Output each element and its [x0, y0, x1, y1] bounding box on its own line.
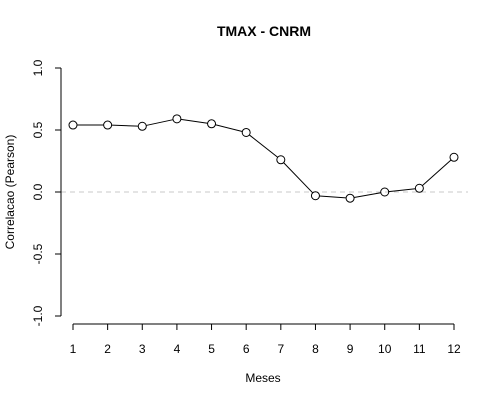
x-tick-label: 2: [104, 342, 111, 356]
series-layer: [68, 114, 459, 203]
data-point: [207, 119, 217, 129]
series-line-segment: [146, 119, 174, 126]
data-point: [380, 187, 390, 197]
y-tick-label: -1.0: [31, 305, 45, 326]
series-line-segment: [215, 124, 243, 132]
y-tick-label: -0.5: [31, 243, 45, 264]
x-tick-label: 3: [139, 342, 146, 356]
series-line-segment: [319, 195, 347, 199]
data-point: [172, 114, 182, 124]
data-point: [276, 155, 286, 165]
y-tick-label: 0.0: [31, 183, 45, 200]
x-tick-label: 9: [347, 342, 354, 356]
series-line-segment: [388, 188, 416, 193]
series-line-segment: [111, 124, 139, 127]
x-axis-label: Meses: [245, 371, 280, 385]
data-point: [103, 120, 113, 130]
chart-title: TMAX - CNRM: [217, 23, 311, 39]
series-line-segment: [353, 192, 381, 198]
x-tick-label: 8: [312, 342, 319, 356]
y-tick-label: 0.5: [31, 121, 45, 138]
series-line-segment: [249, 134, 278, 158]
data-point: [310, 191, 320, 201]
axes: 1 2 3 4 5 6 7 8 9 10 11 12-1.0-0.50.00.51.0: [31, 59, 461, 356]
x-tick-label: 6: [243, 342, 250, 356]
x-tick-label: 11: [413, 342, 426, 356]
y-tick-label: 1.0: [31, 59, 45, 76]
y-axis-label: Correlacao (Pearson): [3, 135, 17, 250]
x-tick-label: 12: [447, 342, 461, 356]
x-tick-label: 4: [174, 342, 181, 356]
series-line-segment: [180, 118, 208, 124]
x-tick-label: 1: [70, 342, 77, 356]
series-line-segment: [422, 159, 452, 186]
data-point: [137, 121, 147, 131]
series-line-segment: [283, 162, 314, 194]
x-tick-label: 10: [378, 342, 392, 356]
data-point: [449, 152, 459, 162]
data-point: [345, 193, 355, 203]
data-point: [68, 120, 78, 130]
x-tick-label: 5: [208, 342, 215, 356]
data-point: [241, 127, 251, 137]
x-tick-label: 7: [277, 342, 284, 356]
data-point: [414, 183, 424, 193]
